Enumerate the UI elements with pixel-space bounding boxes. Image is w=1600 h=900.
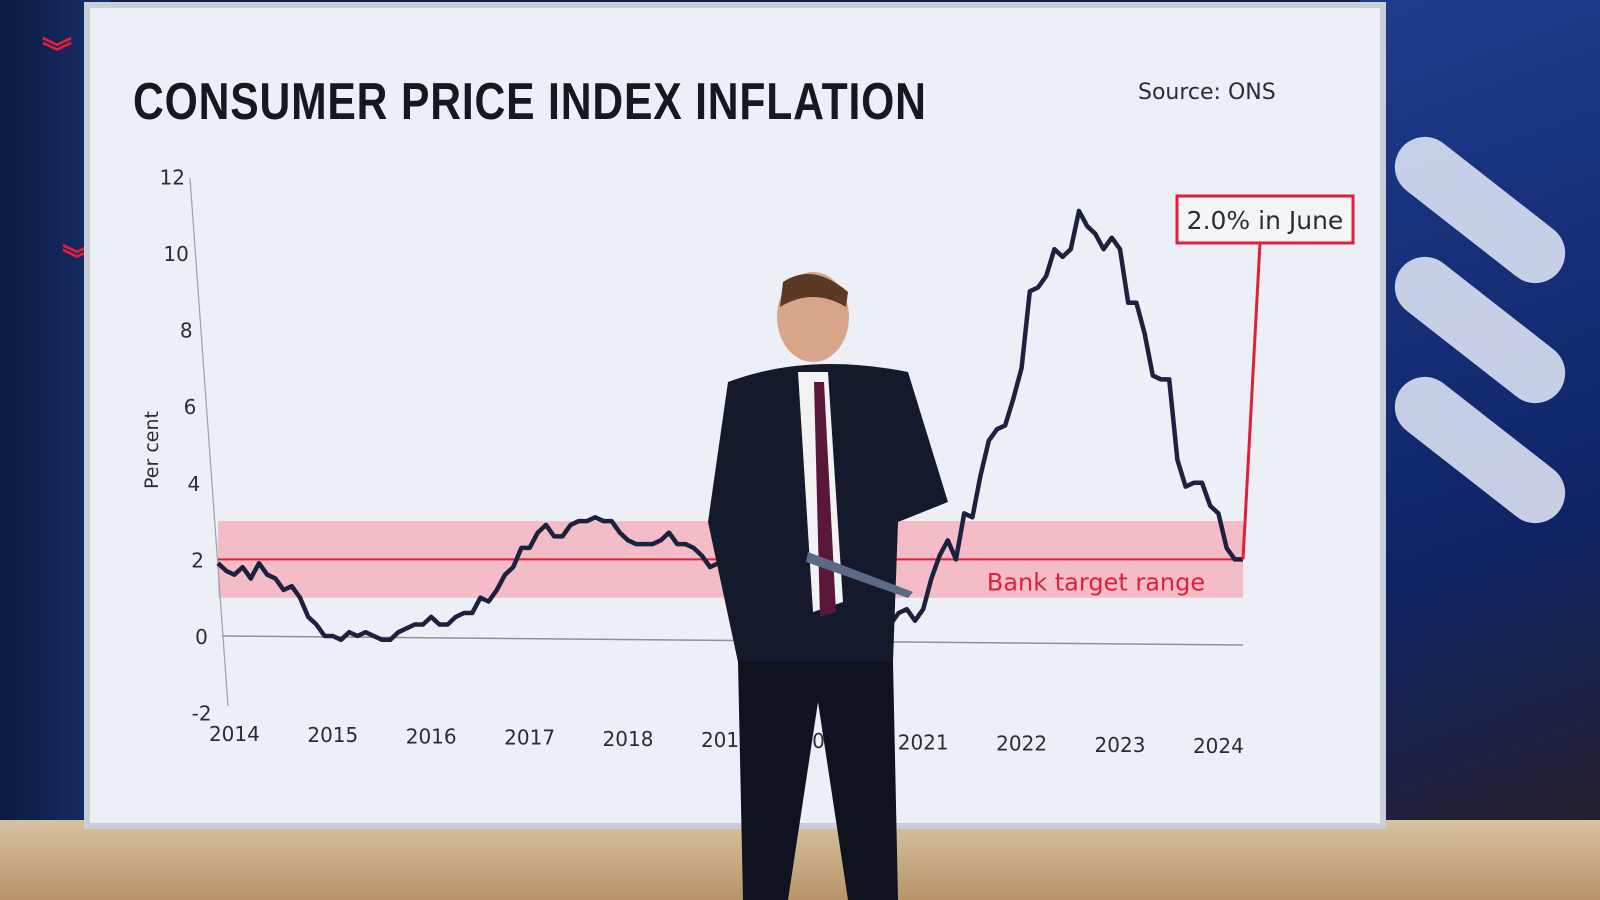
y-tick-label: 0 [195,625,208,649]
y-axis [189,177,229,707]
target-band-label: Bank target range [987,568,1205,596]
presenter-silhouette [708,272,948,900]
y-tick-label: 10 [163,242,188,266]
annotation-box [1175,194,1355,245]
x-tick-label: 2016 [406,724,457,748]
studio-floor [0,820,1600,900]
y-tick-label: 6 [184,395,197,419]
x-tick-label: 2015 [307,723,358,747]
x-tick-label: 2024 [1193,734,1244,758]
y-tick-label: -2 [192,702,212,726]
chevron-down-icon: ︾ [62,243,92,278]
x-tick-label: 2014 [209,722,260,746]
chevron-down-icon: ︾ [42,36,72,71]
studio-wall-right [1360,0,1600,900]
x-tick-label: 2021 [898,730,949,754]
x-tick-label: 2022 [996,732,1047,756]
chart-source: Source: ONS [1138,80,1276,105]
x-tick-label: 2023 [1095,733,1146,757]
y-axis-label: Per cent [141,411,163,489]
annotation-label: 2.0% in June [1187,206,1344,235]
chart-title: CONSUMER PRICE INDEX INFLATION [133,73,927,131]
y-tick-label: 8 [180,319,193,343]
y-tick-label: 4 [187,472,200,496]
y-tick-label: 2 [191,548,204,572]
annotation-leader [1241,242,1262,560]
x-tick-label: 2017 [504,726,555,750]
y-tick-label: 12 [160,165,185,189]
x-tick-label: 2018 [603,727,654,751]
